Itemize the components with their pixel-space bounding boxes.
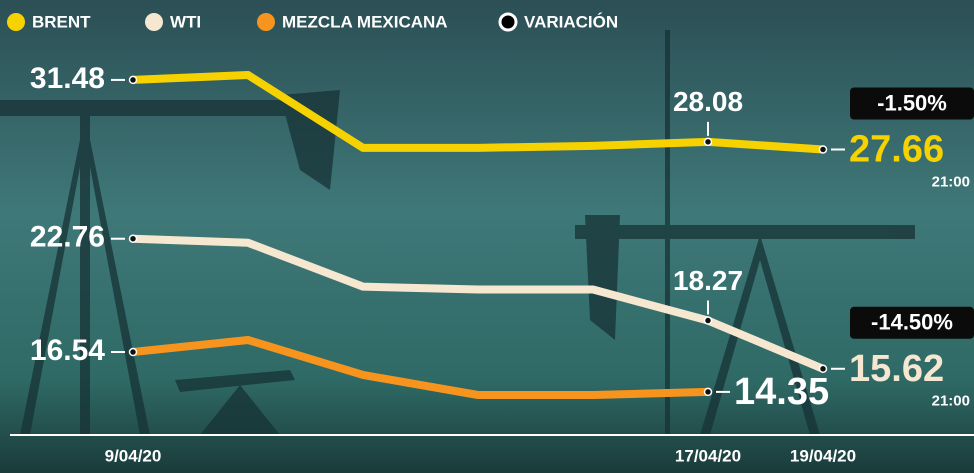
value-label: 28.08 bbox=[673, 86, 743, 117]
x-tick-label: 17/04/20 bbox=[675, 446, 741, 465]
value-label: 16.54 bbox=[30, 334, 105, 367]
legend-label: BRENT bbox=[32, 12, 91, 31]
point-marker bbox=[130, 235, 137, 242]
point-marker bbox=[705, 138, 712, 145]
legend-swatch bbox=[500, 14, 516, 30]
legend-label: WTI bbox=[170, 12, 201, 31]
value-label: 31.48 bbox=[30, 62, 105, 95]
page: BRENT WTI MEZCLA MEXICANA VARIACIÓN 9/04/20 1… bbox=[0, 0, 974, 473]
final-value-label: 15.62 bbox=[849, 348, 944, 390]
final-value-label: 27.66 bbox=[849, 129, 944, 171]
legend-swatch bbox=[257, 13, 275, 31]
point-marker bbox=[705, 317, 712, 324]
point-marker bbox=[705, 388, 712, 395]
variation-label: -1.50% bbox=[877, 90, 947, 115]
point-marker bbox=[130, 349, 137, 356]
legend-label: MEZCLA MEXICANA bbox=[282, 12, 448, 31]
variation-label: -14.50% bbox=[871, 310, 953, 335]
time-label: 21:00 bbox=[932, 393, 970, 410]
point-marker bbox=[820, 146, 827, 153]
chart: BRENT WTI MEZCLA MEXICANA VARIACIÓN 9/04/20 1… bbox=[0, 0, 974, 473]
legend-swatch bbox=[7, 13, 25, 31]
x-tick-label: 9/04/20 bbox=[105, 446, 162, 465]
final-value-label: 14.35 bbox=[734, 371, 829, 413]
value-label: 22.76 bbox=[30, 221, 105, 254]
x-tick-label: 19/04/20 bbox=[790, 446, 856, 465]
time-label: 21:00 bbox=[932, 173, 970, 190]
value-label: 18.27 bbox=[673, 265, 743, 296]
legend-swatch bbox=[145, 13, 163, 31]
point-marker bbox=[130, 76, 137, 83]
legend-label: VARIACIÓN bbox=[524, 12, 618, 31]
